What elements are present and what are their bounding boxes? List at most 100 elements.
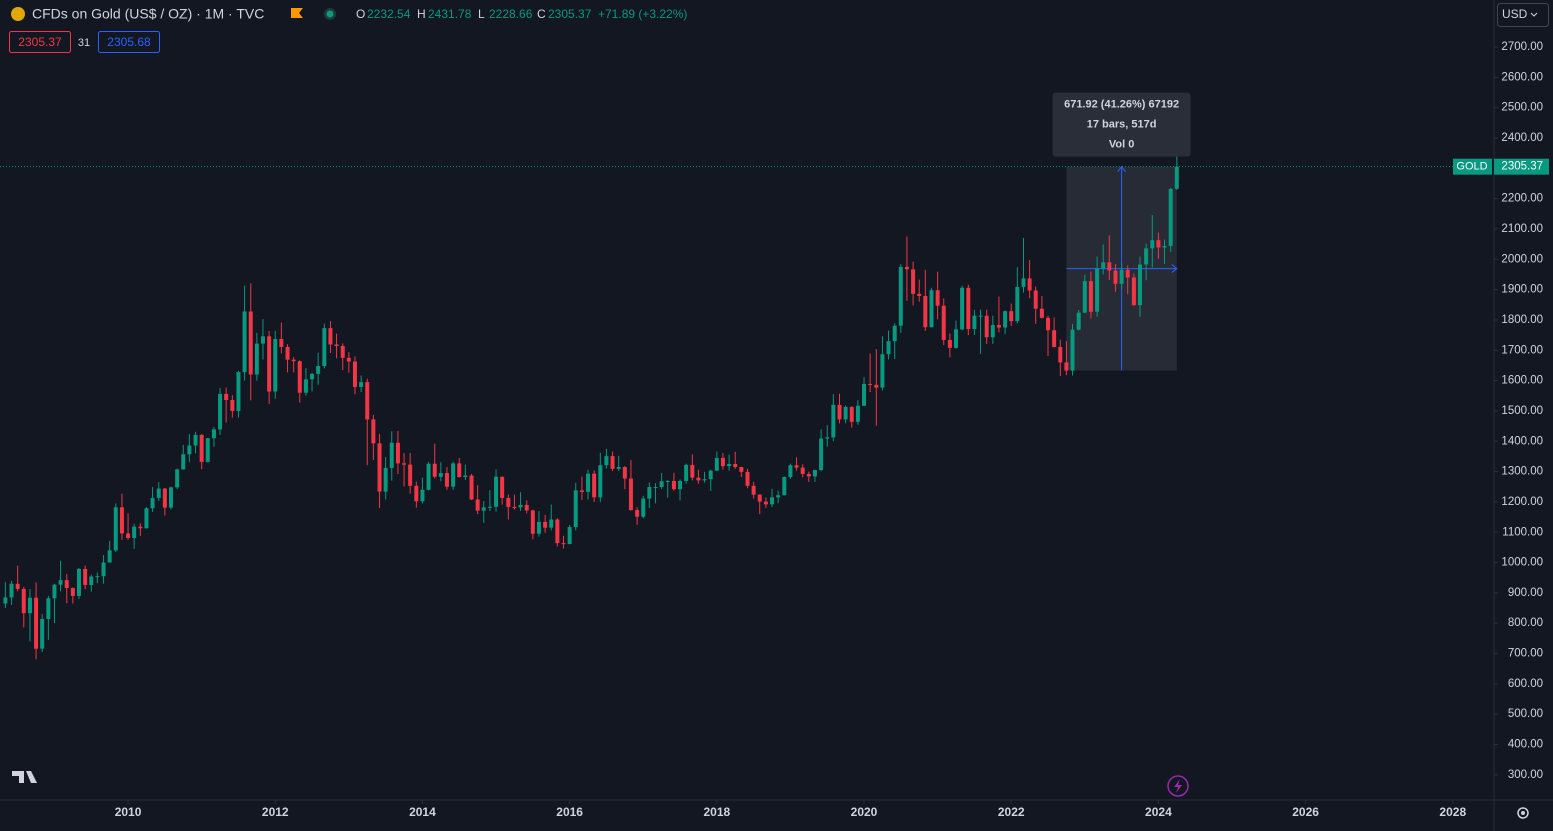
- candle-body: [224, 393, 229, 400]
- badge-box[interactable]: [9, 31, 71, 53]
- ohlc-legend: O 2232.54 H 2431.78 L 2228.66 C 2305.37: [356, 7, 592, 21]
- candle-body: [763, 501, 768, 505]
- candle-body: [1076, 312, 1081, 330]
- candle-body: [990, 325, 995, 338]
- candle-body: [653, 487, 658, 489]
- candle-body: [935, 290, 940, 306]
- y-tick-label: 700.00: [1508, 648, 1543, 660]
- currency-button[interactable]: [1497, 3, 1549, 27]
- candle-body: [3, 597, 8, 604]
- y-tick-label: 500.00: [1508, 708, 1543, 720]
- candle-body: [524, 504, 529, 511]
- candle-body: [402, 463, 407, 465]
- candle-body: [34, 597, 39, 649]
- candle-body: [555, 519, 560, 544]
- candle-body: [1027, 278, 1032, 291]
- candle-body: [334, 344, 339, 347]
- candle-body: [211, 429, 216, 439]
- candle-body: [917, 293, 922, 296]
- candle-body: [168, 487, 173, 508]
- candle-body: [205, 438, 210, 462]
- candle-body: [285, 346, 290, 360]
- candle-body: [494, 476, 499, 507]
- candle-body: [1162, 245, 1167, 248]
- sell-price[interactable]: 2305.37: [18, 35, 62, 49]
- candle-body: [960, 287, 965, 330]
- candle-body: [708, 470, 713, 480]
- candle-body: [76, 568, 81, 596]
- candle-body: [83, 568, 88, 585]
- candle-body: [720, 457, 725, 467]
- candle-body: [1095, 268, 1100, 312]
- candle-body: [132, 526, 137, 538]
- candle-body: [303, 379, 308, 393]
- ohlc-value: 2305.37: [548, 7, 592, 21]
- candle-body: [469, 475, 474, 500]
- candle-body: [432, 463, 437, 477]
- candle-body: [89, 576, 94, 585]
- symbol-tag-box: [1453, 158, 1492, 175]
- flag-icon[interactable]: [291, 8, 303, 18]
- ohlc-label: L: [478, 7, 485, 21]
- candle-body: [21, 588, 26, 614]
- candle-body: [187, 445, 192, 455]
- candle-body: [800, 467, 805, 474]
- settings-icon[interactable]: [1517, 807, 1529, 819]
- candle-body: [518, 504, 523, 508]
- candle-body: [874, 384, 879, 388]
- candle-body: [310, 373, 315, 380]
- candle-body: [181, 454, 186, 470]
- candle-body: [702, 479, 707, 481]
- y-tick-label: 2100.00: [1501, 223, 1543, 235]
- candle-body: [911, 269, 916, 294]
- candle-body: [733, 463, 738, 468]
- candle-body: [144, 508, 149, 529]
- candle-body: [604, 456, 609, 466]
- caret: [1530, 12, 1538, 17]
- candle-body: [322, 328, 327, 367]
- measure-label: 671.92 (41.26%) 67192: [1064, 99, 1179, 111]
- candle-body: [260, 336, 265, 344]
- candle-body: [40, 618, 45, 649]
- badge-box[interactable]: [98, 31, 160, 53]
- candle-body: [58, 580, 63, 585]
- candle-body: [267, 336, 272, 392]
- candle-body: [549, 519, 554, 528]
- buy-price[interactable]: 2305.68: [107, 35, 151, 49]
- candle-body: [561, 543, 566, 545]
- candle-body: [678, 480, 683, 490]
- candle-body: [46, 598, 51, 619]
- candle-body: [947, 339, 952, 348]
- candle-body: [1058, 346, 1063, 363]
- y-tick-label: 300.00: [1508, 769, 1543, 781]
- candle-body: [592, 473, 597, 498]
- candle-body: [52, 584, 57, 599]
- candle-body: [941, 305, 946, 340]
- currency[interactable]: USD: [1502, 7, 1528, 21]
- candle-body: [365, 382, 370, 420]
- candle-body: [714, 457, 719, 471]
- candle-body: [95, 576, 100, 578]
- candle-body: [1174, 166, 1179, 189]
- candle-body: [248, 311, 253, 375]
- alert-icon[interactable]: [1167, 775, 1189, 797]
- candle-body: [199, 434, 204, 462]
- candle-body: [377, 443, 382, 492]
- candle-body: [831, 404, 836, 438]
- candle-body: [119, 507, 124, 534]
- candle-body: [1082, 281, 1087, 313]
- symbol-title[interactable]: CFDs on Gold (US$ / OZ) · 1M · TVC: [32, 6, 264, 22]
- candle-body: [107, 550, 112, 563]
- candle-body: [70, 588, 75, 596]
- y-tick-label: 1100.00: [1502, 526, 1543, 538]
- tv-logo[interactable]: [12, 771, 37, 783]
- candle-body: [690, 464, 695, 478]
- symbol-icon: [11, 7, 25, 21]
- candle-body: [291, 359, 296, 362]
- candle-body: [923, 295, 928, 328]
- candle-body: [1144, 248, 1149, 265]
- status-dot: [326, 10, 334, 18]
- candle-body: [218, 393, 223, 430]
- candle-body: [770, 497, 775, 505]
- y-tick-label: 1000.00: [1501, 557, 1543, 569]
